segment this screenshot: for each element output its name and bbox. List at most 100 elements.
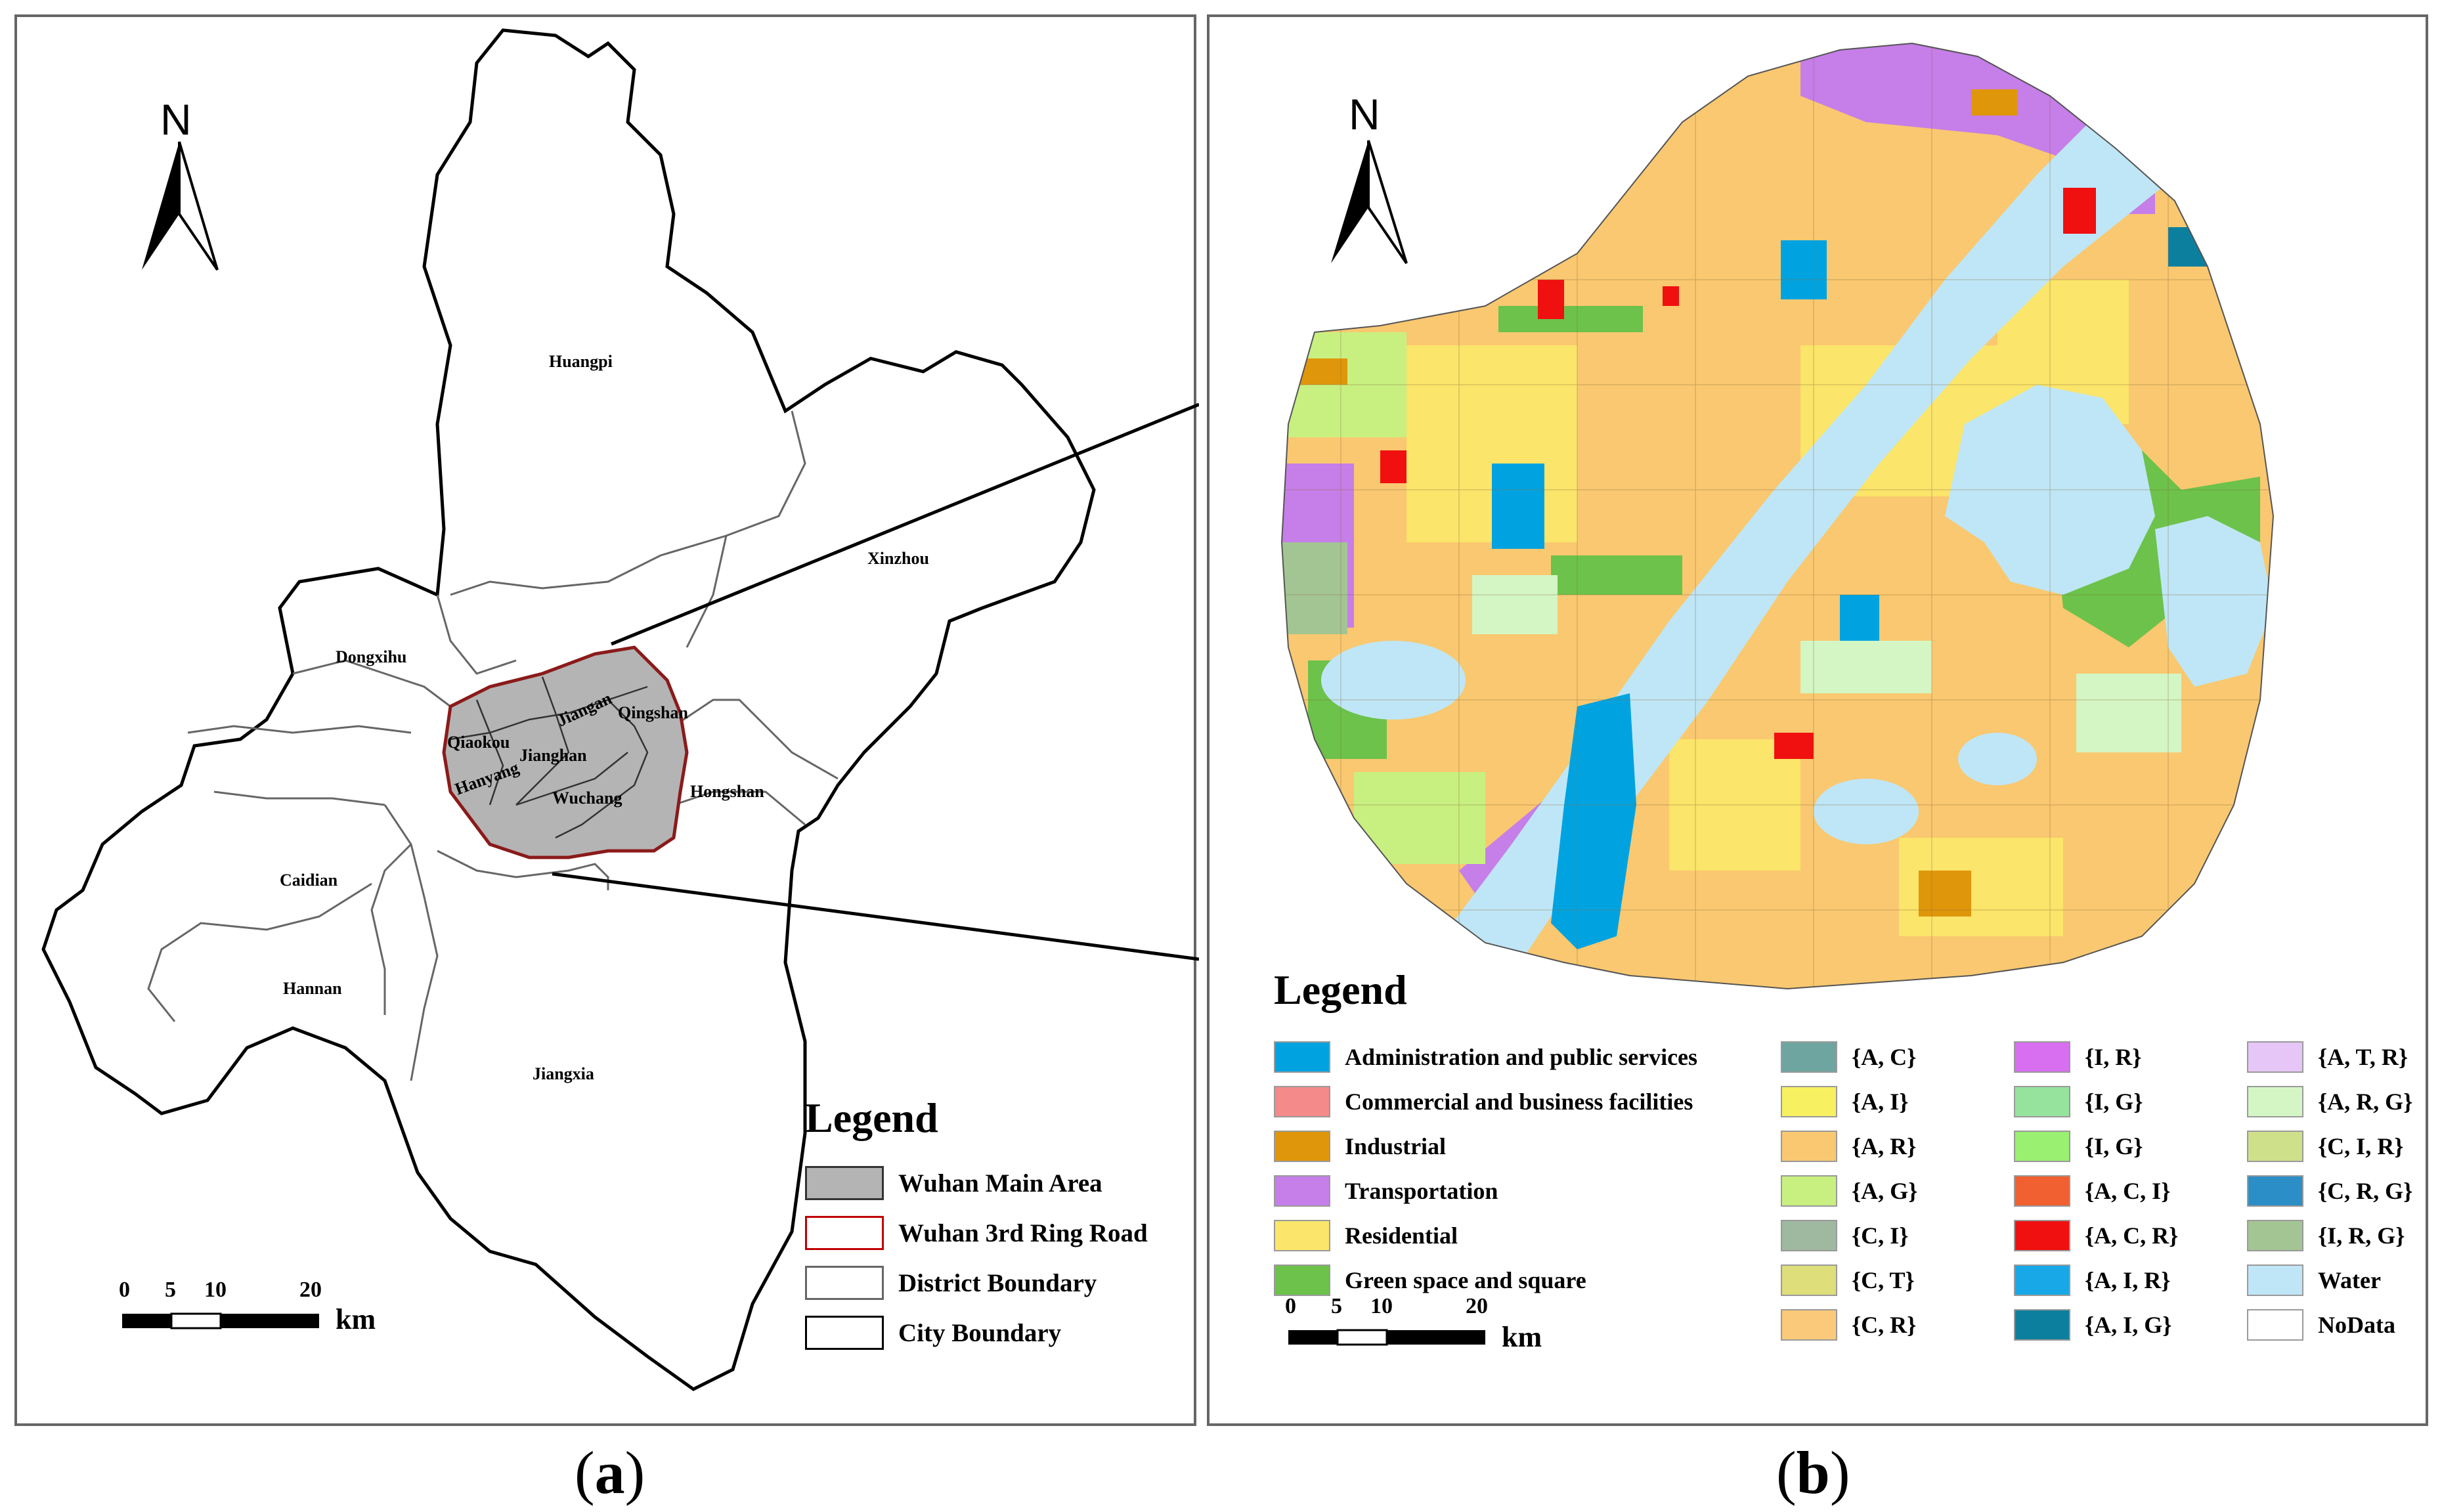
legend-b-item: {I, G} (2014, 1086, 2143, 1117)
legend-b-item: {I, R, G} (2247, 1220, 2405, 1251)
legend-label: Green space and square (1345, 1267, 1586, 1293)
legend-label: {A, G} (1852, 1178, 1918, 1204)
legend-b-item: {A, R} (1781, 1131, 1916, 1162)
legend-swatch (1274, 1041, 1330, 1073)
legend-label: NoData (2318, 1312, 2395, 1338)
legend-swatch (2247, 1220, 2303, 1251)
legend-b-item: {A, T, R} (2247, 1041, 2408, 1073)
north-label-a: N (160, 95, 192, 144)
legend-b-item: {A, I} (1781, 1086, 1908, 1117)
legend-label: Transportation (1345, 1178, 1498, 1204)
legend-label: {A, C} (1852, 1044, 1917, 1070)
legend-b-item: {I, G} (2014, 1131, 2143, 1162)
legend-label: {C, I} (1852, 1222, 1909, 1249)
legend-b-item: {A, G} (1781, 1175, 1917, 1207)
legend-swatch (1781, 1131, 1837, 1162)
wuhan-main-area (442, 645, 689, 859)
legend-label: Commercial and business facilities (1345, 1089, 1693, 1115)
legend-b-item: {I, R} (2014, 1041, 2141, 1073)
scale-a-tick-0: 0 (119, 1278, 130, 1302)
legend-swatch (1274, 1131, 1330, 1162)
district-xinzhou: Xinzhou (867, 549, 929, 568)
scale-bar-a (122, 1312, 319, 1329)
legend-b-item: Residential (1274, 1220, 1458, 1251)
legend-swatch (2014, 1220, 2070, 1251)
legend-label: {A, T, R} (2318, 1044, 2409, 1070)
legend-swatch (2014, 1041, 2070, 1073)
legend-b-item: {C, I, R} (2247, 1131, 2403, 1162)
legend-b-item: {C, R} (1781, 1309, 1916, 1341)
legend-swatch (1781, 1175, 1837, 1207)
legend-swatch (1274, 1220, 1330, 1251)
legend-swatch (1781, 1220, 1837, 1251)
legend-swatch (2247, 1131, 2303, 1162)
legend-label: {I, G} (2085, 1089, 2143, 1115)
legend-a-item: District Boundary (805, 1266, 1097, 1300)
legend-swatch (2247, 1309, 2303, 1341)
legend-label: City Boundary (898, 1318, 1062, 1347)
district-huangpi: Huangpi (549, 352, 613, 371)
legend-swatch (805, 1166, 884, 1200)
north-arrow (142, 141, 219, 271)
legend-label: {I, G} (2085, 1133, 2143, 1159)
legend-b-item: {A, C, R} (2014, 1220, 2178, 1251)
legend-b-item: Industrial (1274, 1131, 1446, 1162)
legend-b-item: {A, I, R} (2014, 1264, 2170, 1296)
legend-label: {A, C, R} (2085, 1222, 2179, 1249)
north-arrow-b (1331, 140, 1408, 265)
legend-b-item: Water (2247, 1264, 2381, 1296)
legend-label: Wuhan 3rd Ring Road (898, 1219, 1148, 1247)
legend-label: {I, R} (2085, 1044, 2142, 1070)
legend-title-b: Legend (1274, 966, 1407, 1013)
land-use-parcels (1282, 43, 2273, 989)
district-jianghan: Jianghan (519, 746, 587, 765)
legend-label: {C, T} (1852, 1267, 1915, 1293)
district-jiangxia: Jiangxia (533, 1064, 594, 1083)
legend-label: {C, I, R} (2318, 1133, 2404, 1159)
scale-b-tick-0: 0 (1285, 1294, 1296, 1318)
legend-swatch (805, 1216, 884, 1250)
legend-swatch (1274, 1086, 1330, 1117)
scale-a-tick-5: 5 (165, 1278, 176, 1302)
legend-swatch (1274, 1264, 1330, 1296)
legend-swatch (1781, 1264, 1837, 1296)
legend-label: {A, R, G} (2318, 1089, 2413, 1115)
district-hongshan: Hongshan (690, 782, 764, 801)
legend-b-item: Green space and square (1274, 1264, 1586, 1296)
legend-b-item: {A, I, G} (2014, 1309, 2171, 1341)
scale-b-tick-20: 20 (1466, 1294, 1488, 1318)
legend-b-item: {C, I} (1781, 1220, 1908, 1251)
legend-swatch (2247, 1041, 2303, 1073)
legend-swatch (1274, 1175, 1330, 1207)
panel-b-label: (b) (1776, 1439, 1850, 1506)
legend-swatch (2247, 1175, 2303, 1207)
legend-label: District Boundary (898, 1268, 1097, 1297)
legend-label: {A, I, R} (2085, 1267, 2171, 1293)
district-wuchang: Wuchang (552, 788, 622, 808)
scale-bar-b (1288, 1329, 1485, 1346)
legend-label: Administration and public services (1345, 1044, 1698, 1070)
legend-label: Wuhan Main Area (898, 1169, 1102, 1198)
legend-a-item: Wuhan Main Area (805, 1166, 1102, 1200)
scale-b-unit: km (1502, 1321, 1542, 1353)
district-qiaokou: Qiaokou (447, 733, 510, 752)
legend-label: Industrial (1345, 1133, 1447, 1159)
legend-swatch (2014, 1086, 2070, 1117)
legend-label: {I, R, G} (2318, 1222, 2405, 1249)
panel-a-map: N Huangpi Xinzhou Dongxihu Jiangan Qings… (14, 14, 1199, 1426)
legend-title-a: Legend (805, 1094, 938, 1141)
legend-label: Water (2318, 1267, 2381, 1293)
wuhan-city-map (41, 28, 1199, 1391)
legend-b-item: {A, C} (1781, 1041, 1916, 1073)
legend-label: {A, I} (1852, 1089, 1909, 1115)
legend-label: {A, C, I} (2085, 1178, 2171, 1204)
scale-a-unit: km (336, 1303, 376, 1335)
legend-b-item: {A, R, G} (2247, 1086, 2412, 1117)
scale-a-tick-20: 20 (299, 1278, 322, 1302)
legend-label: {A, R} (1852, 1133, 1917, 1159)
legend-b-item: Commercial and business facilities (1274, 1086, 1693, 1117)
legend-b-item: {A, C, I} (2014, 1175, 2170, 1207)
panel-a-label: (a) (575, 1439, 645, 1506)
scale-b-tick-5: 5 (1331, 1294, 1342, 1318)
legend-label: {A, I, G} (2085, 1312, 2172, 1338)
